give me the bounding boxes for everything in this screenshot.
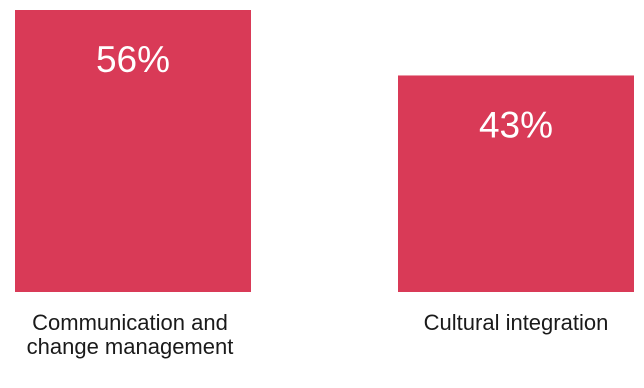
value-label-1: 43% [479,104,553,145]
category-label-0-line-0: Communication and [32,310,228,335]
category-label-0: Communication and change management [27,310,234,359]
bar-1 [398,75,634,292]
value-labels-group: 56% 43% [96,39,553,145]
bar-0 [15,10,251,292]
value-label-0: 56% [96,39,170,80]
bars-group [15,10,634,292]
category-labels-group: Communication and change management Cultur… [27,310,609,359]
category-label-1: Cultural integration [424,310,609,335]
category-label-1-line-0: Cultural integration [424,310,609,335]
category-label-0-line-1: change management [27,334,234,359]
